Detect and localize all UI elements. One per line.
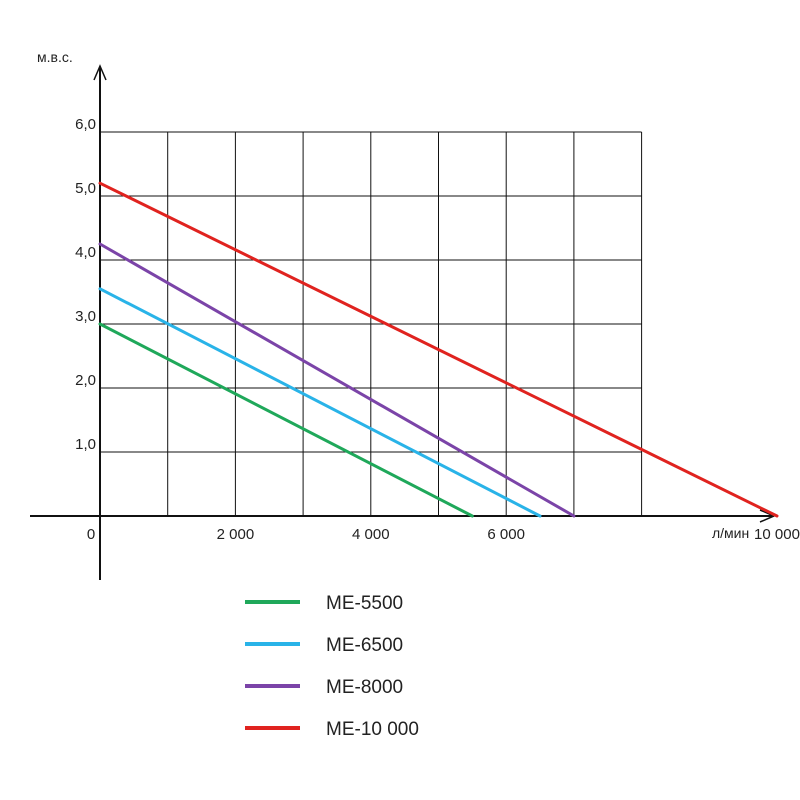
- legend-label: ME-10 000: [326, 719, 419, 740]
- grid: [99, 131, 643, 516]
- series-line-4: [98, 181, 779, 518]
- y-tick-label: 3,0: [75, 308, 96, 325]
- y-tick-label: 4,0: [75, 244, 96, 261]
- axes: [30, 64, 776, 580]
- legend-label: ME-6500: [326, 635, 403, 656]
- legend-label: ME-8000: [326, 677, 403, 698]
- x-tick-label: 0: [87, 526, 95, 543]
- series-line-1: [98, 322, 474, 518]
- x-tick-label: 6 000: [487, 526, 525, 543]
- tick-labels: 1,0 2,0 3,0 4,0 5,0 6,0 0 2 000 4 000 6 000 10 000: [75, 116, 800, 543]
- x-axis-title: л/мин: [712, 525, 749, 541]
- series-line-2: [98, 287, 542, 518]
- y-tick-label: 1,0: [75, 436, 96, 453]
- x-tick-label: 4 000: [352, 526, 390, 543]
- series-lines: [98, 181, 779, 518]
- legend-label: ME-5500: [326, 593, 403, 614]
- y-tick-label: 2,0: [75, 372, 96, 389]
- y-tick-label: 6,0: [75, 116, 96, 133]
- y-axis-title: м.в.с.: [37, 49, 73, 65]
- y-axis-arrow: [93, 64, 107, 81]
- x-tick-label: 10 000: [754, 526, 800, 543]
- y-tick-label: 5,0: [75, 180, 96, 197]
- legend: ME-5500 ME-6500 ME-8000 ME-10 000: [245, 593, 419, 740]
- x-tick-label: 2 000: [217, 526, 255, 543]
- series-line-3: [98, 242, 576, 518]
